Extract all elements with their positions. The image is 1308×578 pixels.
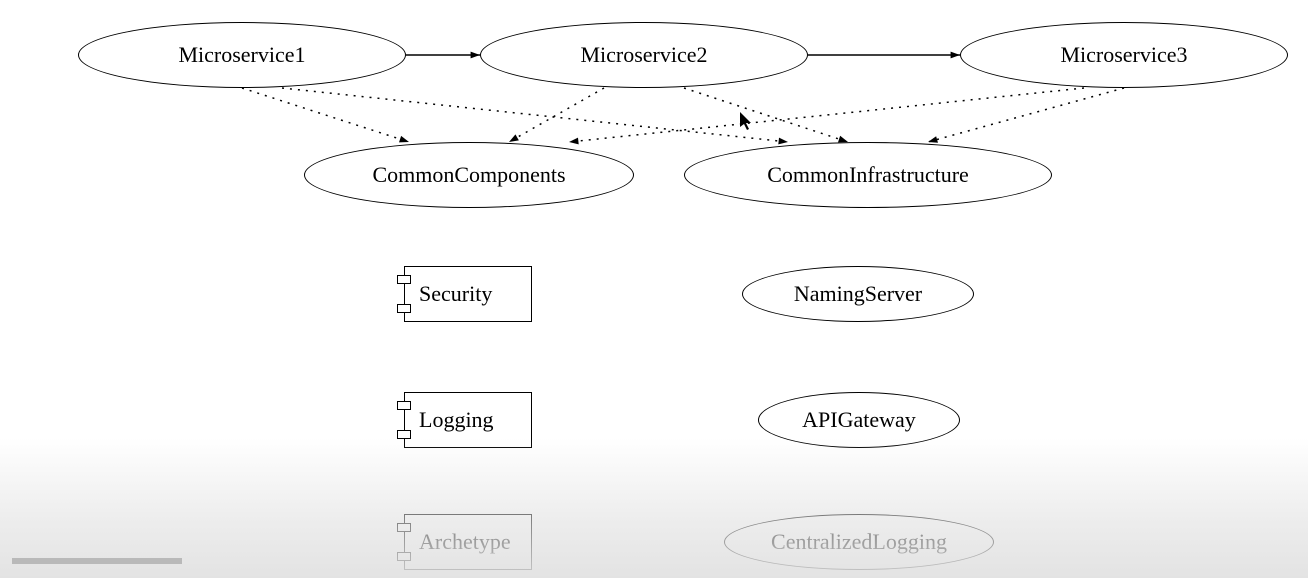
diagram-container: Microservice1 Microservice2 Microservice… <box>0 0 1308 578</box>
node-label: APIGateway <box>802 407 916 433</box>
node-label: Microservice3 <box>1060 42 1187 68</box>
video-progress-bar[interactable] <box>12 558 182 564</box>
component-tab-icon <box>397 275 411 284</box>
component-tab-icon <box>397 304 411 313</box>
node-label: CommonComponents <box>372 162 565 188</box>
node-api-gateway: APIGateway <box>758 392 960 448</box>
node-naming-server: NamingServer <box>742 266 974 322</box>
node-label: NamingServer <box>794 281 922 307</box>
node-label: Microservice2 <box>580 42 707 68</box>
component-tab-icon <box>397 401 411 410</box>
node-label: Archetype <box>419 529 511 555</box>
mouse-cursor-icon <box>740 112 756 132</box>
component-tab-icon <box>397 552 411 561</box>
node-archetype: Archetype <box>404 514 532 570</box>
node-common-components: CommonComponents <box>304 142 634 208</box>
node-common-infrastructure: CommonInfrastructure <box>684 142 1052 208</box>
node-security: Security <box>404 266 532 322</box>
node-label: CentralizedLogging <box>771 529 947 555</box>
node-label: Logging <box>419 407 494 433</box>
component-tab-icon <box>397 523 411 532</box>
node-microservice3: Microservice3 <box>960 22 1288 88</box>
node-logging: Logging <box>404 392 532 448</box>
node-label: Security <box>419 281 492 307</box>
node-microservice1: Microservice1 <box>78 22 406 88</box>
component-tab-icon <box>397 430 411 439</box>
node-microservice2: Microservice2 <box>480 22 808 88</box>
node-label: CommonInfrastructure <box>767 162 969 188</box>
node-label: Microservice1 <box>178 42 305 68</box>
node-centralized-logging: CentralizedLogging <box>724 514 994 570</box>
